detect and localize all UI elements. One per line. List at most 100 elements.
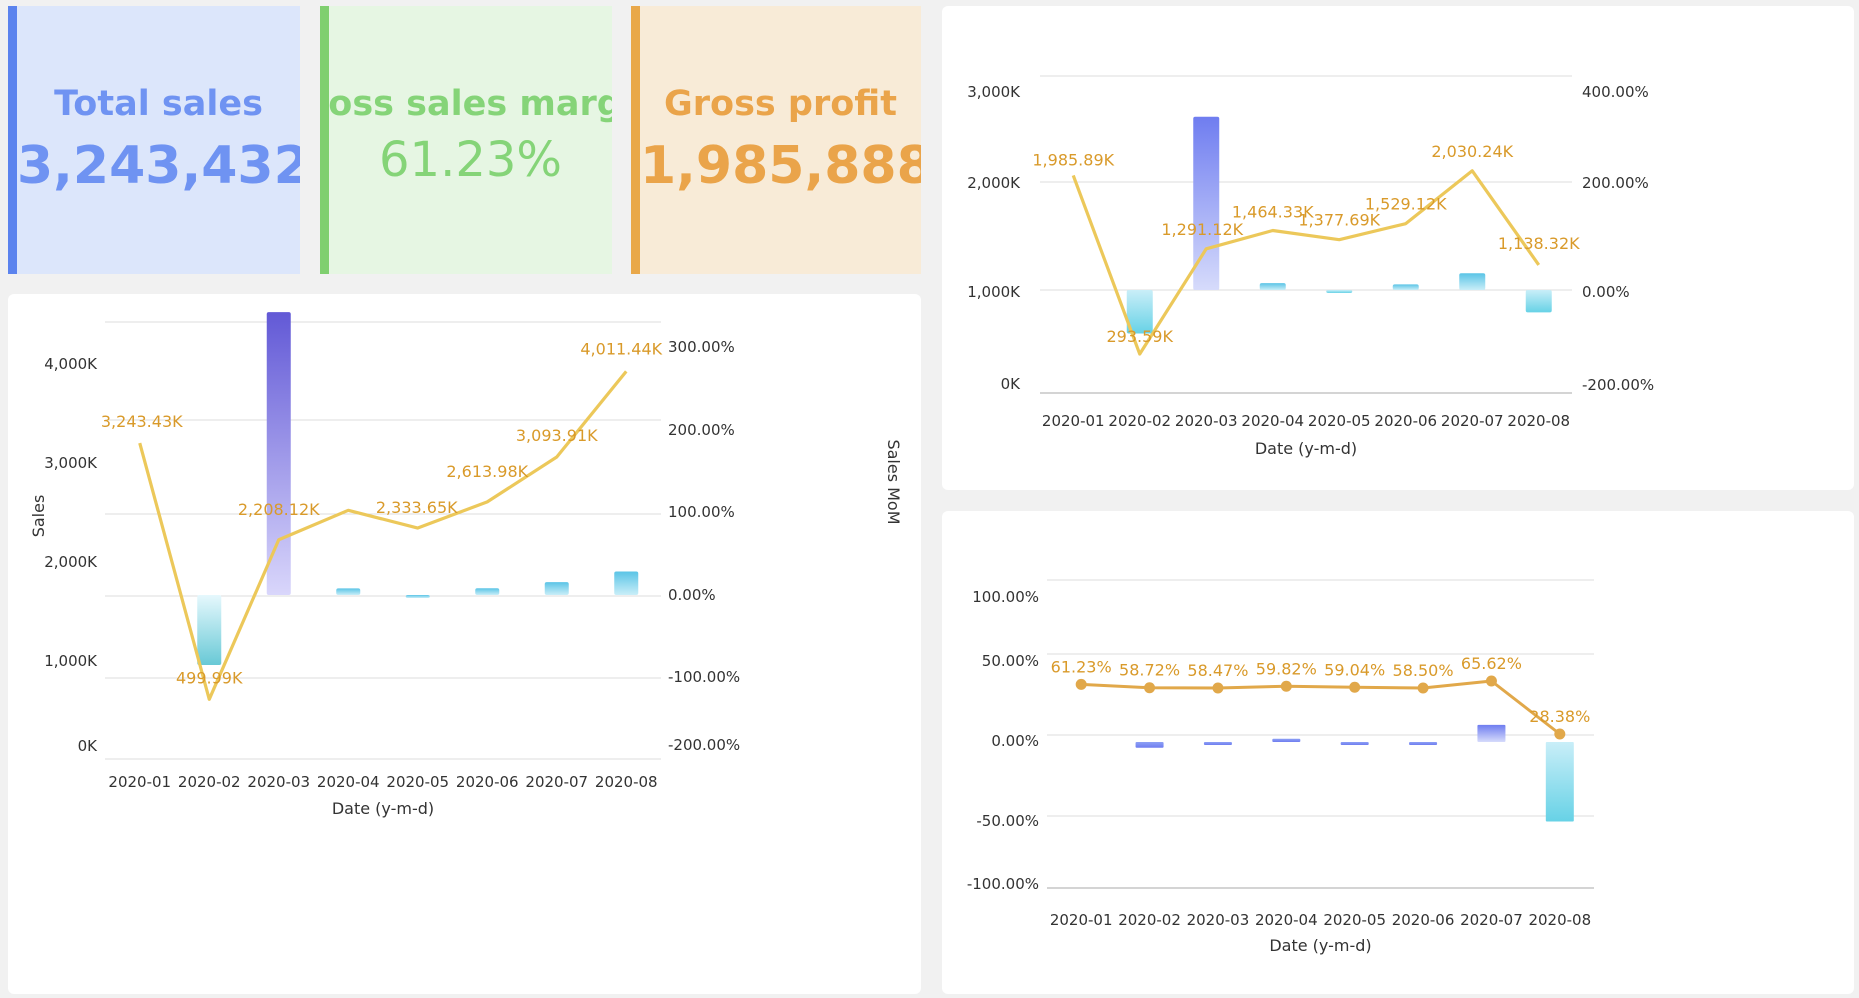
x-tick-label: 2020-06 <box>456 773 519 791</box>
bar <box>405 595 430 598</box>
data-label: 3,243.43K <box>101 412 183 431</box>
y-tick-label: 4,000K <box>44 355 98 373</box>
x-tick-label: 2020-03 <box>247 773 310 791</box>
y2-tick-label: 200.00% <box>1582 174 1649 192</box>
x-axis-title: Date (y-m-d) <box>1255 439 1357 458</box>
bar <box>1272 738 1301 742</box>
data-label: 2,030.24K <box>1431 142 1513 161</box>
bar <box>1409 742 1438 745</box>
line-series <box>1071 169 1541 356</box>
x-tick-label: 2020-02 <box>1118 911 1181 929</box>
data-label: 58.72% <box>1119 661 1180 680</box>
bar <box>1135 742 1164 748</box>
x-tick-label: 2020-01 <box>108 773 171 791</box>
x-tick-label: 2020-08 <box>595 773 658 791</box>
data-label: 2,208.12K <box>238 500 320 519</box>
x-tick-label: 2020-07 <box>1460 911 1523 929</box>
x-tick-label: 2020-07 <box>525 773 588 791</box>
profit-chart: 0K 1,000K 2,000K 3,000K -200.00% 0.00% 200.00%… <box>967 75 1654 458</box>
data-label: 58.47% <box>1187 661 1248 680</box>
x-tick-label: 2020-08 <box>1528 911 1591 929</box>
y-tick-label: 100.00% <box>972 588 1039 606</box>
data-label: 293.59K <box>1107 327 1174 346</box>
data-label: 1,985.89K <box>1032 150 1114 169</box>
data-label: 1,529.12K <box>1365 195 1447 214</box>
kpi-label: Gross profit <box>664 84 897 124</box>
y2-tick-label: 0.00% <box>668 586 716 604</box>
x-tick-label: 2020-03 <box>1175 412 1238 430</box>
data-label: 1,464.33K <box>1232 203 1314 222</box>
bar <box>1459 273 1486 290</box>
x-axis-title: Date (y-m-d) <box>332 799 434 818</box>
sales-chart-panel: 0K1,000K2,000K3,000K4,000K5,000K-200.00%… <box>8 267 921 994</box>
line-point <box>1417 682 1429 694</box>
y2-tick-label: 100.00% <box>668 503 735 521</box>
x-axis-title: Date (y-m-d) <box>1269 936 1371 955</box>
bar <box>1477 724 1506 742</box>
line-point <box>1349 681 1361 693</box>
y2-tick-label: 300.00% <box>668 338 735 356</box>
x-tick-label: 2020-02 <box>1108 412 1171 430</box>
y-tick-label: -100.00% <box>967 875 1039 893</box>
x-tick-label: 2020-01 <box>1042 412 1105 430</box>
data-label: 65.62% <box>1461 654 1522 673</box>
margin-chart-panel: -100.00% -50.00% 0.00% 50.00% 100.00% 2020-01… <box>942 511 1854 994</box>
line-point <box>1280 680 1292 692</box>
bar <box>1392 284 1419 290</box>
x-tick-label: 2020-06 <box>1374 412 1437 430</box>
bar <box>1259 283 1286 290</box>
line-point <box>1144 682 1156 694</box>
y-tick-label: 3,000K <box>44 454 98 472</box>
y2-tick-label: 400.00% <box>1582 83 1649 101</box>
y2-axis-title: Sales MoM <box>884 439 903 524</box>
x-tick-label: 2020-03 <box>1187 911 1250 929</box>
kpi-total-sales: Total sales 3,243,432 <box>8 6 300 274</box>
y-tick-label: -50.00% <box>976 812 1039 830</box>
data-label: 2,333.65K <box>376 498 458 517</box>
y-axis-title: Sales <box>29 495 48 538</box>
y-tick-label: 2,000K <box>44 553 98 571</box>
y2-tick-label: -200.00% <box>1582 376 1654 394</box>
kpi-gross-margin: Gross sales margin 61.23% <box>320 6 612 274</box>
x-tick-label: 2020-08 <box>1507 412 1570 430</box>
kpi-label: Total sales <box>54 84 263 124</box>
line-point <box>1554 728 1566 740</box>
sales-chart: 0K1,000K2,000K3,000K4,000K5,000K-200.00%… <box>29 267 903 818</box>
y-tick-label: 1,000K <box>44 652 98 670</box>
bar <box>1525 290 1552 313</box>
x-tick-label: 2020-05 <box>386 773 449 791</box>
data-label: 59.82% <box>1256 659 1317 678</box>
kpi-value: 1,985,888 <box>640 136 921 196</box>
kpi-label: Gross sales margin <box>328 84 612 124</box>
x-tick-label: 2020-06 <box>1392 911 1455 929</box>
bar <box>266 312 291 595</box>
kpi-value: 3,243,432 <box>17 136 300 196</box>
y2-tick-label: -100.00% <box>668 668 740 686</box>
data-label: 58.50% <box>1393 661 1454 680</box>
y-tick-label: 0.00% <box>991 732 1039 750</box>
data-label: 3,093.91K <box>516 426 598 445</box>
kpi-gross-profit: Gross profit 1,985,888 <box>631 6 921 274</box>
data-label: 28.38% <box>1529 707 1590 726</box>
bar <box>614 571 639 595</box>
bar <box>336 588 361 595</box>
x-tick-label: 2020-04 <box>1255 911 1318 929</box>
x-tick-label: 2020-02 <box>178 773 241 791</box>
y-tick-label: 3,000K <box>967 83 1021 101</box>
bar <box>1326 290 1353 294</box>
profit-chart-panel: 0K 1,000K 2,000K 3,000K -200.00% 0.00% 200.00%… <box>942 6 1854 490</box>
y-tick-label: 0K <box>78 737 99 755</box>
x-tick-label: 2020-07 <box>1441 412 1504 430</box>
y-tick-label: 0K <box>1001 375 1022 393</box>
y-tick-label: 1,000K <box>967 283 1021 301</box>
data-label: 499.99K <box>176 668 243 687</box>
bar <box>1340 742 1369 745</box>
bar <box>1126 290 1153 334</box>
y2-tick-label: 200.00% <box>668 421 735 439</box>
bar <box>475 588 500 595</box>
bar <box>197 595 222 666</box>
line-series <box>138 370 628 701</box>
line-point <box>1212 682 1224 694</box>
data-label: 2,613.98K <box>446 462 528 481</box>
x-tick-label: 2020-05 <box>1323 911 1386 929</box>
